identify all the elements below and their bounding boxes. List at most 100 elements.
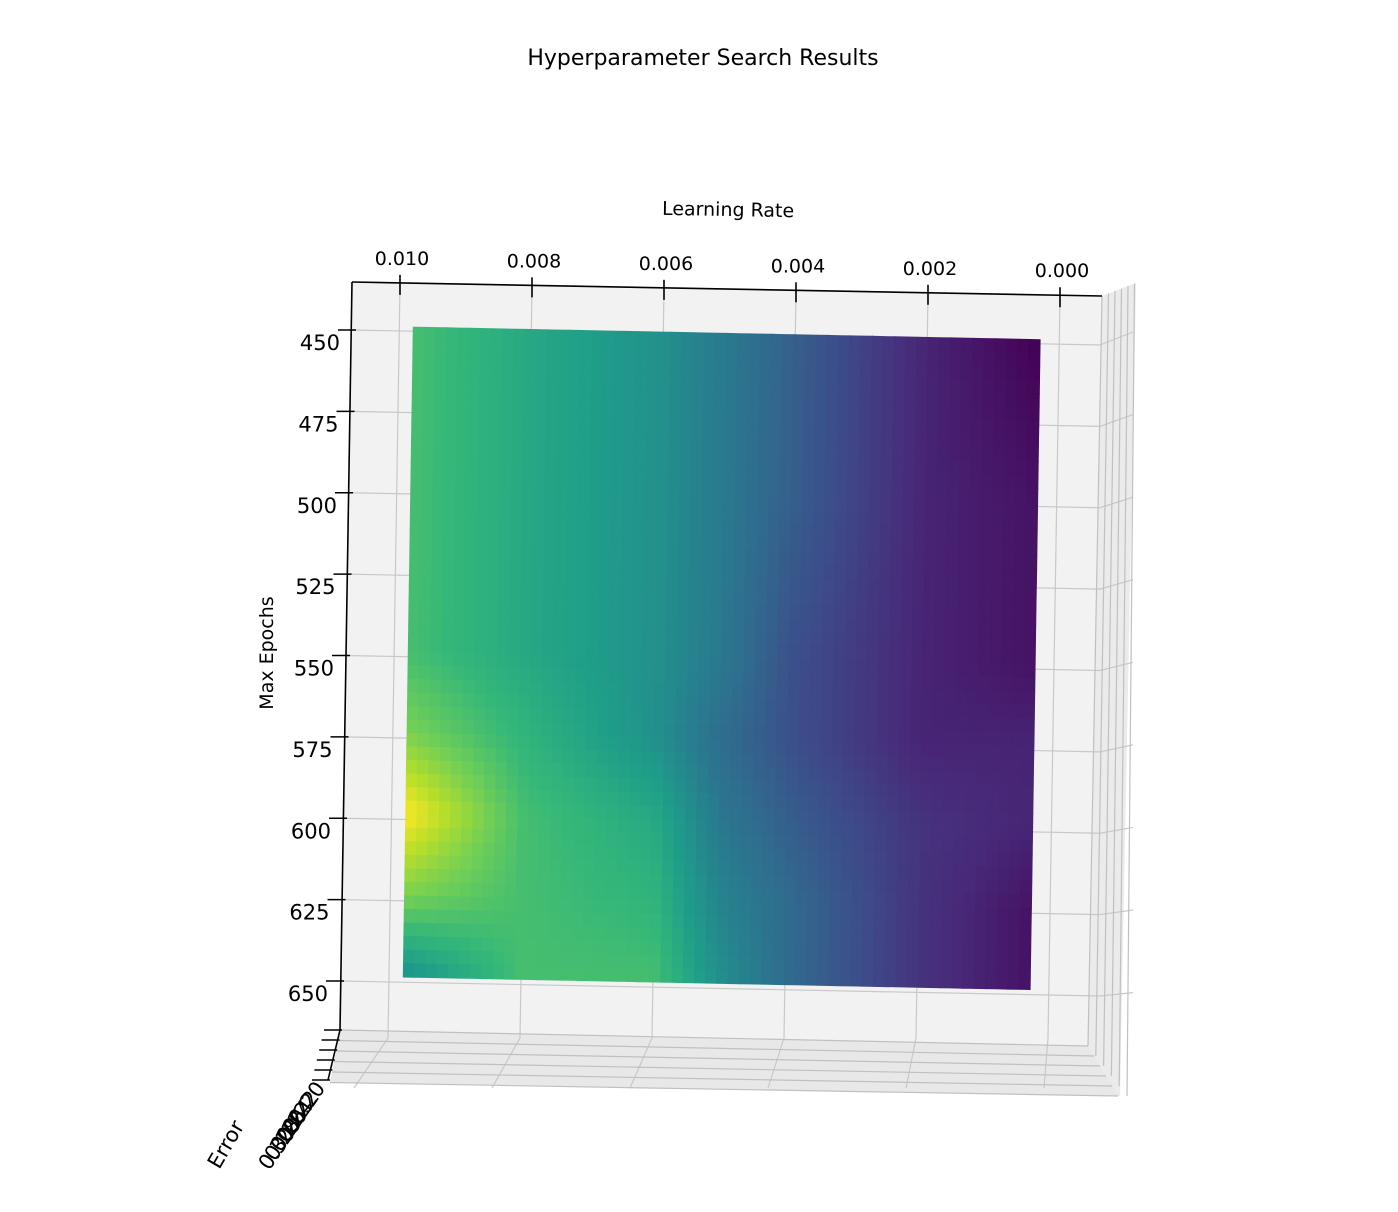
surface-patch: [823, 551, 836, 567]
surface-patch: [841, 836, 854, 852]
surface-patch: [643, 588, 657, 604]
surface-patch: [775, 740, 789, 755]
surface-patch: [932, 756, 945, 772]
surface-patch: [1027, 420, 1040, 435]
surface-patch: [662, 792, 676, 807]
surface-patch: [507, 721, 520, 737]
surface-patch: [853, 782, 866, 798]
surface-patch: [774, 807, 788, 823]
surface-patch: [594, 872, 607, 887]
surface-patch: [870, 417, 883, 432]
surface-patch: [860, 349, 873, 364]
surface-patch: [633, 520, 646, 536]
surface-patch: [766, 591, 780, 606]
surface-patch: [618, 791, 631, 806]
surface-patch: [462, 706, 475, 722]
surface-patch: [741, 807, 754, 822]
surface-patch: [605, 885, 618, 901]
surface-patch: [461, 788, 474, 803]
surface-patch: [699, 576, 713, 591]
surface-patch: [967, 622, 981, 637]
surface-patch: [982, 392, 996, 407]
surface-patch: [956, 621, 970, 637]
surface-patch: [949, 391, 962, 407]
surface-patch: [854, 741, 867, 757]
surface-patch: [515, 884, 529, 899]
surface-patch: [731, 698, 744, 714]
surface-patch: [1007, 934, 1021, 950]
surface-patch: [469, 964, 483, 980]
surface-patch: [442, 557, 455, 573]
surface-patch: [409, 516, 422, 531]
surface-patch: [742, 739, 755, 755]
surface-patch: [759, 347, 772, 362]
surface-patch: [456, 395, 469, 410]
surface-patch: [415, 882, 428, 897]
surface-patch: [867, 593, 880, 608]
surface-patch: [653, 683, 666, 699]
surface-patch: [766, 631, 779, 647]
surface-patch: [527, 830, 541, 845]
surface-patch: [697, 752, 710, 767]
surface-patch: [907, 905, 920, 921]
surface-patch: [825, 389, 839, 404]
surface-patch: [892, 444, 905, 460]
surface-patch: [892, 431, 905, 446]
surface-patch: [778, 577, 791, 593]
surface-patch: [758, 414, 771, 430]
surface-patch: [845, 552, 859, 567]
surface-patch: [893, 390, 906, 406]
surface-patch: [936, 459, 950, 474]
surface-patch: [824, 483, 837, 499]
surface-patch: [730, 779, 743, 795]
surface-patch: [890, 566, 903, 582]
surface-patch: [629, 805, 642, 820]
surface-patch: [688, 575, 702, 591]
surface-patch: [993, 405, 1007, 421]
surface-patch: [879, 525, 893, 541]
surface-patch: [698, 684, 711, 700]
surface-patch: [645, 466, 658, 482]
surface-patch: [583, 871, 596, 887]
surface-patch: [683, 941, 696, 957]
surface-patch: [799, 686, 812, 702]
surface-patch: [873, 931, 886, 947]
surface-patch: [691, 413, 704, 429]
surface-patch: [607, 777, 620, 793]
surface-patch: [571, 939, 584, 955]
surface-patch: [441, 625, 454, 640]
surface-patch: [929, 932, 942, 948]
surface-patch: [1014, 514, 1027, 530]
surface-patch: [619, 696, 632, 712]
surface-patch: [982, 405, 995, 421]
surface-patch: [716, 942, 729, 957]
surface-patch: [875, 823, 888, 839]
surface-patch: [858, 457, 871, 473]
surface-patch: [856, 592, 869, 608]
surface-patch: [554, 532, 568, 548]
surface-patch: [556, 464, 569, 480]
surface-patch: [836, 429, 849, 445]
surface-patch: [847, 443, 860, 459]
surface-patch: [856, 606, 869, 622]
surface-patch: [866, 687, 879, 703]
surface-patch: [735, 427, 749, 443]
surface-patch: [507, 680, 521, 696]
surface-patch: [831, 768, 844, 784]
surface-patch: [701, 440, 715, 456]
surface-patch: [488, 477, 501, 492]
surface-patch: [1024, 569, 1038, 584]
surface-patch: [832, 714, 845, 729]
surface-patch: [677, 575, 690, 591]
surface-patch: [904, 390, 917, 406]
surface-patch: [869, 484, 882, 500]
surface-patch: [781, 361, 794, 376]
surface-patch: [492, 964, 505, 980]
surface-patch: [427, 801, 440, 816]
surface-patch: [898, 742, 912, 758]
surface-patch: [750, 915, 763, 931]
surface-patch: [731, 725, 744, 741]
surface-patch: [508, 613, 522, 628]
surface-patch: [515, 938, 528, 953]
surface-patch: [569, 343, 582, 358]
